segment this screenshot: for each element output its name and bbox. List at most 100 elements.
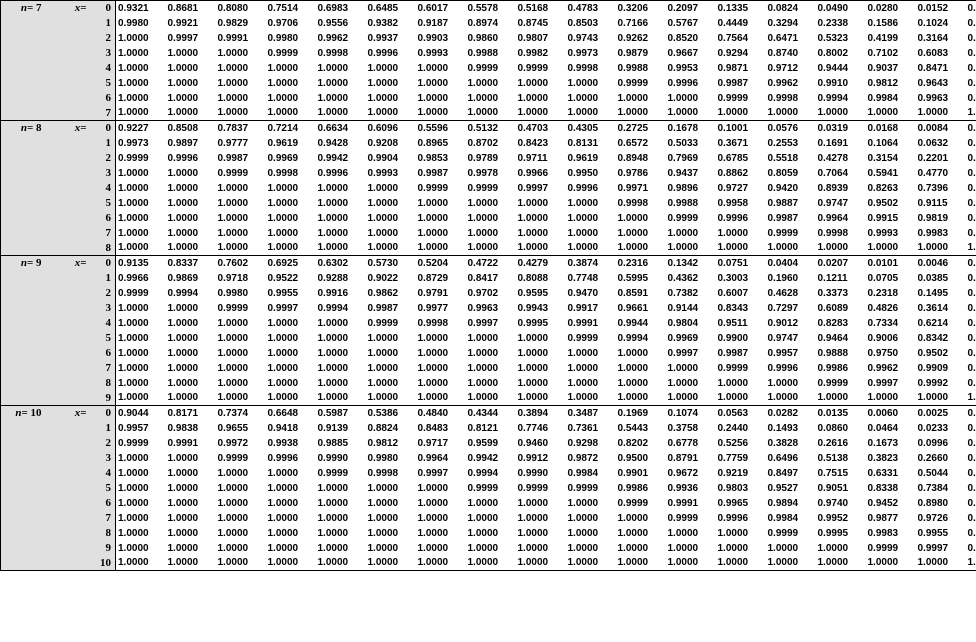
n-label: n= 9 <box>1 256 46 271</box>
cell-value: 0.1586 <box>866 16 916 31</box>
cell-value: 0.9987 <box>716 76 766 91</box>
x-value: 6 <box>91 346 116 361</box>
cell-value: 0.7515 <box>816 466 866 481</box>
cell-value: 0.9999 <box>516 61 566 76</box>
cell-value: 0.9999 <box>816 376 866 391</box>
cell-value: 0.9983 <box>916 226 966 241</box>
cell-value: 0.9961 <box>966 226 976 241</box>
cell-value: 0.9022 <box>366 271 416 286</box>
cell-value: 0.9952 <box>816 511 866 526</box>
cell-value: 0.0060 <box>866 406 916 421</box>
cell-value: 0.0385 <box>916 271 966 286</box>
cell-value: 1.0000 <box>316 376 366 391</box>
table-row: 31.00001.00001.00000.99990.99980.99960.9… <box>1 46 976 61</box>
cell-value: 0.9996 <box>766 361 816 376</box>
x-label <box>46 76 91 91</box>
cell-value: 0.9706 <box>266 16 316 31</box>
cell-value: 0.9812 <box>866 76 916 91</box>
cell-value: 1.0000 <box>116 31 166 46</box>
cell-value: 0.9791 <box>416 286 466 301</box>
table-row: 61.00001.00001.00001.00001.00001.00001.0… <box>1 496 976 511</box>
cell-value: 1.0000 <box>616 91 666 106</box>
cell-value: 0.3154 <box>866 151 916 166</box>
cell-value: 1.0000 <box>666 91 716 106</box>
cell-value: 1.0000 <box>266 61 316 76</box>
cell-value: 1.0000 <box>116 301 166 316</box>
cell-value: 0.4840 <box>416 406 466 421</box>
cell-value: 1.0000 <box>566 196 616 211</box>
cell-value: 0.9897 <box>166 136 216 151</box>
cell-value: 0.9980 <box>216 286 266 301</box>
cell-value: 1.0000 <box>116 511 166 526</box>
cell-value: 0.9998 <box>416 316 466 331</box>
cell-value: 0.9805 <box>966 361 976 376</box>
x-value: 2 <box>91 31 116 46</box>
cell-value: 1.0000 <box>266 211 316 226</box>
cell-value: 0.9115 <box>916 196 966 211</box>
cell-value: 0.9460 <box>516 436 566 451</box>
cell-value: 0.3206 <box>616 1 666 16</box>
cell-value: 0.8283 <box>816 316 866 331</box>
cell-value: 0.6007 <box>716 286 766 301</box>
cell-value: 0.9556 <box>316 16 366 31</box>
cell-value: 0.5518 <box>766 151 816 166</box>
n-label <box>1 166 46 181</box>
cell-value: 0.9988 <box>666 196 716 211</box>
cell-value: 1.0000 <box>366 211 416 226</box>
cell-value: 0.8980 <box>916 496 966 511</box>
cell-value: 0.0319 <box>816 121 866 136</box>
cell-value: 0.9502 <box>916 346 966 361</box>
cell-value: 0.9599 <box>466 436 516 451</box>
cell-value: 0.9912 <box>516 451 566 466</box>
x-value: 7 <box>91 511 116 526</box>
cell-value: 0.9470 <box>566 286 616 301</box>
n-label <box>1 391 46 406</box>
cell-value: 1.0000 <box>366 76 416 91</box>
cell-value: 0.1678 <box>666 121 716 136</box>
cell-value: 1.0000 <box>116 211 166 226</box>
cell-value: 0.9888 <box>816 346 866 361</box>
cell-value: 0.8202 <box>616 436 666 451</box>
cell-value: 1.0000 <box>216 226 266 241</box>
cell-value: 0.9999 <box>116 286 166 301</box>
cell-value: 1.0000 <box>316 556 366 571</box>
cell-value: 0.9943 <box>516 301 566 316</box>
cell-value: 0.0280 <box>866 1 916 16</box>
x-label <box>46 166 91 181</box>
cell-value: 0.2440 <box>716 421 766 436</box>
cell-value: 0.9999 <box>416 181 466 196</box>
cell-value: 1.0000 <box>666 226 716 241</box>
n-label <box>1 241 46 256</box>
cell-value: 0.0101 <box>866 256 916 271</box>
cell-value: 0.9648 <box>966 211 976 226</box>
cell-value: 1.0000 <box>116 496 166 511</box>
cell-value: 0.6331 <box>866 466 916 481</box>
cell-value: 0.3003 <box>716 271 766 286</box>
cell-value: 1.0000 <box>266 241 316 256</box>
cell-value: 0.9885 <box>316 436 366 451</box>
cell-value: 1.0000 <box>216 316 266 331</box>
cell-value: 0.0563 <box>716 406 766 421</box>
cell-value: 1.0000 <box>916 391 966 406</box>
cell-value: 0.9672 <box>666 466 716 481</box>
cell-value: 0.9994 <box>316 301 366 316</box>
cell-value: 1.0000 <box>616 106 666 121</box>
cell-value: 1.0000 <box>416 361 466 376</box>
cell-value: 1.0000 <box>116 451 166 466</box>
cell-value: 0.4770 <box>916 166 966 181</box>
x-value: 0 <box>91 121 116 136</box>
cell-value: 1.0000 <box>366 361 416 376</box>
x-label <box>46 361 91 376</box>
cell-value: 0.3770 <box>966 466 976 481</box>
cell-value: 1.0000 <box>816 391 866 406</box>
cell-value: 0.9786 <box>616 166 666 181</box>
n-label <box>1 286 46 301</box>
cell-value: 1.0000 <box>466 226 516 241</box>
n-label <box>1 16 46 31</box>
cell-value: 0.8503 <box>566 16 616 31</box>
x-label <box>46 421 91 436</box>
x-value: 8 <box>91 376 116 391</box>
cell-value: 0.7102 <box>866 46 916 61</box>
x-label <box>46 286 91 301</box>
cell-value: 0.1495 <box>916 286 966 301</box>
